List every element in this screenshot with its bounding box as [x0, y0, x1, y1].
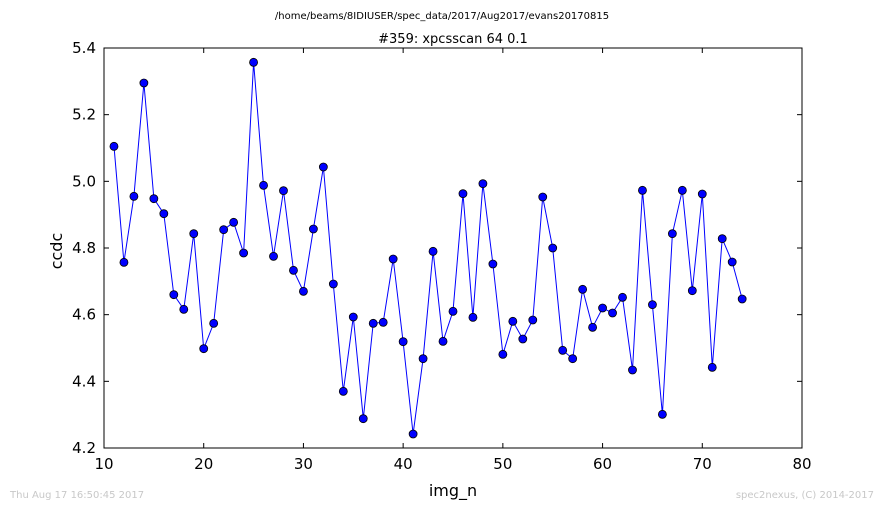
- data-point: [328, 279, 338, 289]
- data-point: [697, 189, 707, 199]
- data-point: [508, 316, 518, 326]
- y-tick-label: 5.0: [72, 172, 96, 190]
- data-point: [348, 312, 358, 322]
- data-point: [687, 286, 697, 296]
- chart-title: #359: xpcsscan 64 0.1: [378, 32, 528, 47]
- data-point: [588, 322, 597, 332]
- data-point: [388, 254, 398, 264]
- data-point: [239, 248, 249, 258]
- data-point: [488, 259, 498, 269]
- data-point: [448, 306, 458, 316]
- data-point: [259, 180, 268, 190]
- data-point: [299, 286, 308, 296]
- file-path: /home/beams/8IDIUSER/spec_data/2017/Aug2…: [275, 11, 609, 22]
- data-point: [368, 318, 378, 328]
- data-point: [558, 345, 568, 355]
- x-tick-label: 70: [693, 455, 712, 473]
- data-point: [528, 315, 538, 325]
- y-tick-label: 5.2: [72, 106, 96, 124]
- y-tick-label: 4.6: [72, 306, 96, 324]
- data-point: [638, 185, 647, 195]
- data-point: [578, 284, 588, 294]
- data-point: [279, 186, 288, 196]
- data-point: [269, 251, 278, 261]
- data-point: [358, 414, 368, 424]
- data-point: [398, 337, 408, 347]
- data-point: [618, 292, 627, 302]
- data-point: [159, 209, 169, 219]
- data-point: [109, 141, 119, 151]
- x-tick-label: 30: [294, 455, 313, 473]
- data-point: [378, 317, 388, 327]
- x-tick-label: 40: [394, 455, 413, 473]
- credit-footer: spec2nexus, (C) 2014-2017: [735, 490, 874, 501]
- data-point: [498, 349, 508, 359]
- timestamp-footer: Thu Aug 17 16:50:45 2017: [10, 490, 145, 501]
- x-tick-label: 80: [792, 455, 811, 473]
- data-point: [139, 78, 149, 88]
- data-point: [628, 365, 637, 375]
- data-point: [518, 334, 528, 344]
- x-tick-label: 10: [94, 455, 113, 473]
- data-point: [308, 224, 318, 234]
- data-point: [677, 185, 687, 195]
- data-point: [169, 290, 179, 300]
- data-point: [458, 189, 468, 199]
- data-point: [249, 57, 258, 67]
- data-point: [737, 294, 747, 304]
- data-point: [119, 257, 129, 267]
- data-point: [189, 229, 199, 239]
- y-tick-label: 4.4: [72, 372, 96, 390]
- data-point: [538, 192, 548, 202]
- data-point: [318, 162, 328, 172]
- data-point: [289, 265, 298, 275]
- data-point: [568, 354, 578, 364]
- data-point: [667, 229, 677, 239]
- data-point: [418, 354, 428, 364]
- y-axis-label: ccdc: [47, 233, 66, 270]
- data-point: [229, 217, 239, 227]
- data-point: [548, 243, 558, 253]
- x-axis-label: img_n: [429, 481, 477, 501]
- data-point: [338, 386, 348, 396]
- data-point: [199, 344, 209, 354]
- x-tick-label: 60: [593, 455, 612, 473]
- data-point: [428, 246, 438, 256]
- y-tick-label: 5.4: [72, 39, 96, 57]
- data-point: [438, 336, 448, 346]
- plot-area: [103, 47, 803, 449]
- data-point: [478, 179, 488, 189]
- y-tick-label: 4.2: [72, 439, 96, 457]
- data-point: [707, 362, 717, 372]
- data-point: [179, 304, 189, 314]
- data-point: [149, 194, 159, 204]
- data-point: [727, 257, 737, 267]
- series-line: [113, 62, 743, 435]
- data-point: [209, 318, 219, 328]
- data-point: [648, 300, 657, 310]
- data-point: [468, 312, 478, 322]
- data-point: [408, 429, 418, 439]
- data-point: [219, 225, 229, 235]
- data-point: [717, 234, 727, 244]
- data-point: [598, 303, 607, 313]
- y-tick-label: 4.8: [72, 239, 96, 257]
- data-point: [608, 308, 617, 318]
- x-tick-label: 50: [493, 455, 512, 473]
- x-tick-label: 20: [194, 455, 213, 473]
- data-point: [129, 191, 139, 201]
- data-point: [658, 409, 667, 419]
